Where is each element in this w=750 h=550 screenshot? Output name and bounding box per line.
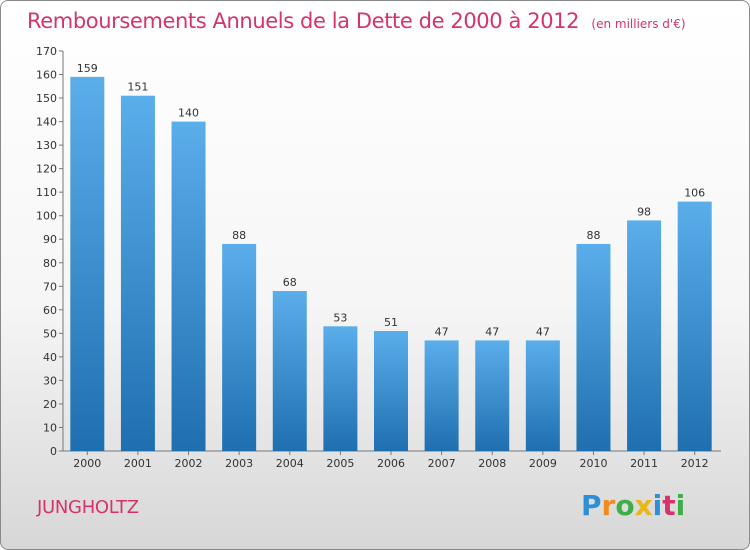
x-tick-label: 2005 — [326, 457, 354, 470]
bar — [120, 95, 155, 452]
y-tick-label: 130 — [36, 139, 57, 152]
bar-value-label: 47 — [536, 325, 550, 338]
bar — [323, 326, 358, 451]
bar-value-label: 106 — [684, 187, 705, 200]
bar — [576, 243, 611, 451]
logo-letter: o — [615, 489, 635, 522]
x-tick-label: 2009 — [529, 457, 557, 470]
y-tick-label: 150 — [36, 92, 57, 105]
y-tick-label: 0 — [50, 445, 57, 458]
bar-value-label: 88 — [586, 229, 600, 242]
y-tick-label: 170 — [36, 45, 57, 58]
y-tick-label: 20 — [43, 398, 57, 411]
bar-value-label: 88 — [232, 229, 246, 242]
x-tick-label: 2010 — [579, 457, 607, 470]
bar — [627, 220, 662, 451]
y-tick-label: 160 — [36, 69, 57, 82]
x-tick-label: 2003 — [225, 457, 253, 470]
x-tick-label: 2006 — [377, 457, 405, 470]
bar — [171, 121, 206, 452]
y-tick-label: 90 — [43, 233, 57, 246]
bar-value-label: 47 — [485, 325, 499, 338]
logo-letter: P — [581, 489, 602, 522]
bar-value-label: 53 — [333, 311, 347, 324]
x-tick-label: 2008 — [478, 457, 506, 470]
commune-name: JUNGHOLTZ — [37, 497, 139, 518]
x-tick-label: 2004 — [276, 457, 304, 470]
bar-value-label: 140 — [178, 107, 199, 120]
x-tick-label: 2000 — [73, 457, 101, 470]
bar-value-label: 47 — [435, 325, 449, 338]
bar-value-label: 151 — [127, 81, 148, 94]
bar — [475, 340, 510, 451]
bar — [70, 76, 105, 451]
proxiti-logo: Proxiti — [581, 489, 685, 522]
y-tick-label: 100 — [36, 210, 57, 223]
chart-unit: (en milliers d'€) — [591, 17, 686, 31]
chart-title-text: Remboursements Annuels de la Dette de 20… — [27, 9, 580, 33]
chart-title: Remboursements Annuels de la Dette de 20… — [27, 9, 686, 33]
x-tick-label: 2011 — [630, 457, 658, 470]
y-tick-label: 10 — [43, 421, 57, 434]
bar-value-label: 68 — [283, 276, 297, 289]
y-tick-label: 120 — [36, 163, 57, 176]
x-tick-label: 2007 — [428, 457, 456, 470]
y-tick-label: 140 — [36, 116, 57, 129]
bar — [424, 340, 459, 451]
logo-letter: r — [601, 489, 616, 522]
y-tick-label: 60 — [43, 304, 57, 317]
bar-value-label: 98 — [637, 205, 651, 218]
y-tick-label: 40 — [43, 351, 57, 364]
logo-letter: i — [652, 489, 663, 522]
bar — [272, 291, 307, 451]
bar — [677, 201, 712, 451]
y-tick-label: 110 — [36, 186, 57, 199]
bar — [222, 243, 257, 451]
bar-value-label: 51 — [384, 316, 398, 329]
y-tick-label: 80 — [43, 257, 57, 270]
bar — [374, 331, 408, 451]
y-tick-label: 50 — [43, 327, 57, 340]
logo-letter: i — [675, 489, 686, 522]
y-tick-label: 30 — [43, 374, 57, 387]
y-tick-label: 70 — [43, 280, 57, 293]
logo-letter: x — [634, 489, 653, 522]
x-tick-label: 2012 — [681, 457, 709, 470]
x-tick-label: 2002 — [175, 457, 203, 470]
logo-letter: t — [662, 489, 676, 522]
bar-value-label: 159 — [77, 62, 98, 75]
x-tick-label: 2001 — [124, 457, 152, 470]
bar — [525, 340, 560, 451]
